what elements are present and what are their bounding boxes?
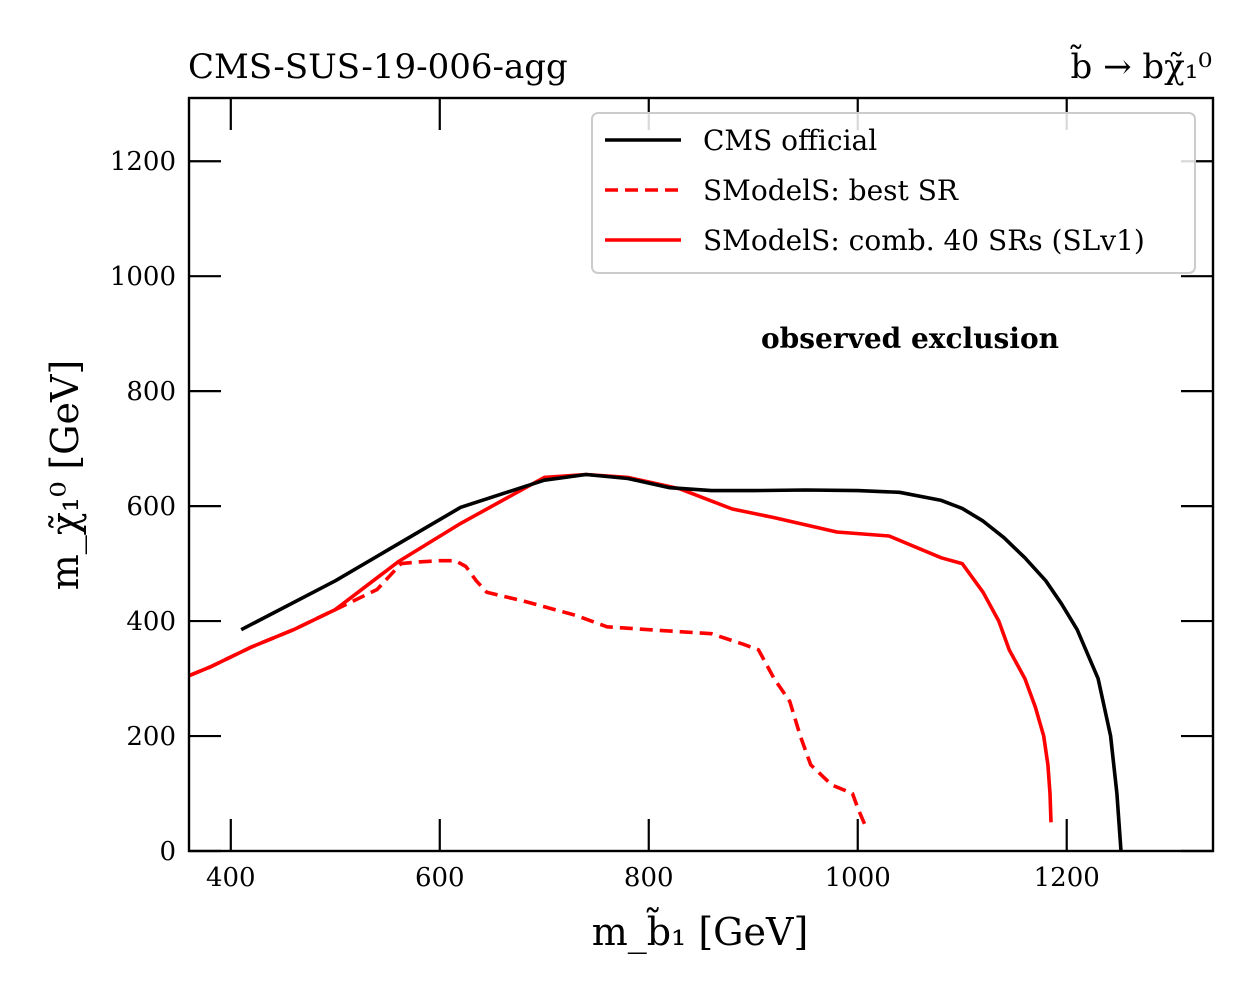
series-line-3 [189,472,1053,823]
legend-label-1: CMS official [703,124,877,157]
y-tick-label: 200 [126,722,176,752]
y-tick-label: 400 [126,607,176,637]
x-axis-label: m_b̃₁ [GeV] [592,907,809,955]
y-axis-label: m_χ̃₁⁰ [GeV] [43,360,88,591]
chart-title: CMS-SUS-19-006-agg [188,47,568,87]
legend-label-3: SModelS: comb. 40 SRs (SLv1) [703,224,1145,257]
y-tick-label: 1000 [110,262,176,292]
legend-label-2: SModelS: best SR [703,174,959,207]
x-tick-label: 600 [415,863,465,893]
legend: CMS official SModelS: best SR SModelS: com… [591,112,1196,274]
chart-process-label: b̃ → bχ̃₁⁰ [1069,44,1212,87]
observed-exclusion-annotation: observed exclusion [761,322,1059,355]
series-line-2 [189,558,867,826]
legend-box [591,112,1196,274]
series-line-1 [240,472,1123,851]
x-tick-label: 1000 [825,863,891,893]
x-tick-label: 800 [624,863,674,893]
y-tick-label: 1200 [110,147,176,177]
plot-area [189,472,1123,851]
y-tick-label: 600 [126,492,176,522]
x-tick-label: 1200 [1034,863,1100,893]
axes-frame [187,96,1215,853]
y-tick-label: 800 [126,377,176,407]
y-tick-label: 0 [159,837,176,867]
x-tick-label: 400 [206,863,256,893]
